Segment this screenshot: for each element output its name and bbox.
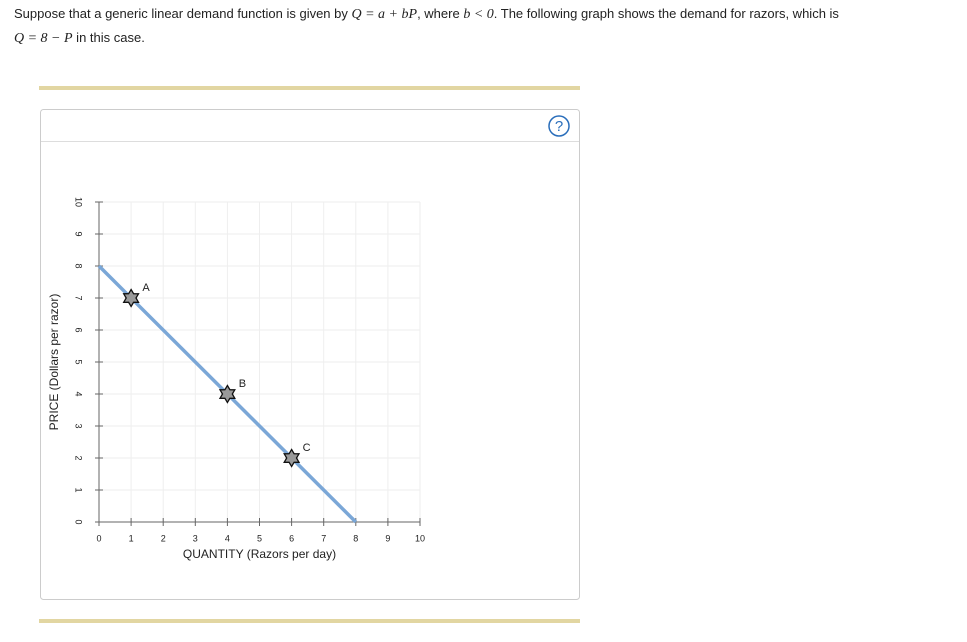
formula: b < 0	[463, 7, 493, 22]
y-tick-label: 9	[74, 231, 84, 236]
y-tick-label: 5	[74, 359, 84, 364]
point-label: C	[303, 442, 311, 454]
y-tick-label: 8	[74, 263, 84, 268]
point-label: B	[239, 378, 246, 390]
x-tick-label: 4	[225, 533, 230, 543]
x-tick-label: 5	[257, 533, 262, 543]
x-tick-label: 8	[353, 533, 358, 543]
y-tick-label: 7	[74, 295, 84, 300]
x-tick-label: 2	[161, 533, 166, 543]
y-tick-label: 3	[74, 423, 84, 428]
x-tick-label: 6	[289, 533, 294, 543]
y-tick-label: 2	[74, 455, 84, 460]
x-tick-label: 7	[321, 533, 326, 543]
text: Suppose that a generic linear demand fun…	[14, 6, 352, 21]
help-button[interactable]	[548, 115, 570, 137]
plot: 0 1 2 3 4 5 6 7 8 9 10 0 1 2 3 4 5 6 7 8 9 10 QUANTITY (Razors…	[47, 197, 425, 561]
divider	[39, 86, 580, 90]
help-icon[interactable]: ?	[555, 118, 563, 135]
question-line: Suppose that a generic linear demand fun…	[14, 6, 839, 22]
point-marker	[283, 448, 301, 468]
y-tick-label: 10	[74, 197, 84, 207]
formula: Q = 8 − P	[14, 31, 73, 46]
x-tick-label: 9	[385, 533, 390, 543]
point-marker	[218, 384, 236, 404]
x-tick-label: 10	[415, 533, 425, 543]
y-tick-label: 0	[74, 519, 84, 524]
text: in this case.	[73, 30, 145, 45]
formula: Q = a + bP	[352, 7, 418, 22]
text: , where	[417, 6, 463, 21]
y-tick-label: 6	[74, 327, 84, 332]
y-axis-label: PRICE (Dollars per razor)	[47, 294, 61, 431]
x-tick-label: 3	[193, 533, 198, 543]
x-tick-label: 1	[129, 533, 134, 543]
y-tick-label: 4	[74, 391, 84, 396]
y-tick-label: 1	[74, 487, 84, 492]
text: . The following graph shows the demand f…	[494, 6, 840, 21]
divider	[39, 619, 580, 623]
graph-panel	[40, 109, 580, 600]
point-label: A	[142, 282, 150, 294]
x-tick-label: 0	[96, 533, 101, 543]
x-axis-label: QUANTITY (Razors per day)	[183, 547, 336, 561]
point-marker	[122, 288, 140, 308]
question-line: Q = 8 − P in this case.	[14, 30, 145, 46]
